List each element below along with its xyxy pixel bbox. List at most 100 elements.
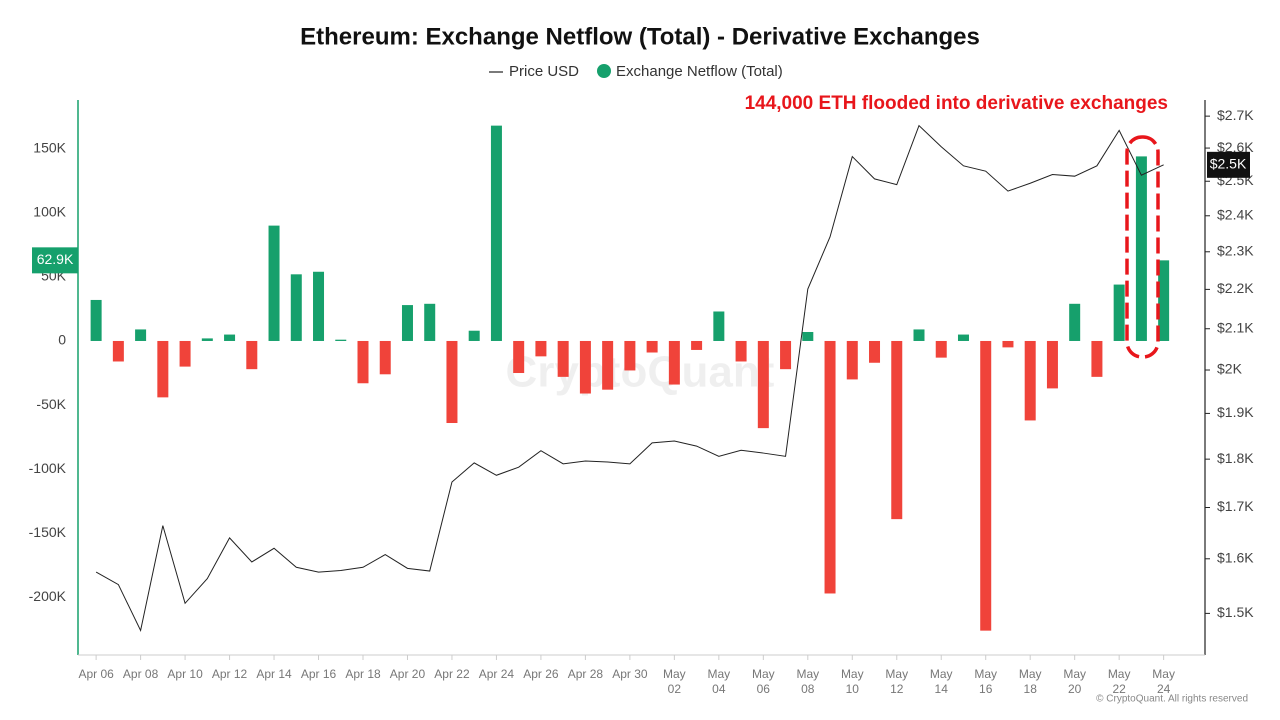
bar: [246, 340, 258, 370]
bar: [891, 340, 903, 520]
y-tick-label: -150K: [29, 524, 67, 540]
value-marker-label: 62.9K: [37, 251, 74, 267]
bar: [980, 340, 992, 631]
bar: [335, 339, 347, 341]
bar: [735, 340, 747, 362]
annotation: 144,000 ETH flooded into derivative exch…: [745, 93, 1168, 114]
bar: [824, 340, 836, 594]
bar: [713, 311, 725, 341]
y2-tick-label: $2.1K: [1217, 319, 1254, 335]
bar: [468, 330, 480, 341]
y-tick-label: -100K: [29, 460, 67, 476]
legend-dot-swatch: [597, 64, 611, 78]
bar: [846, 340, 858, 380]
x-tick-label: May 06: [752, 667, 775, 696]
bar: [668, 340, 680, 385]
bar: [691, 340, 703, 350]
x-tick-label: May 02: [663, 667, 686, 696]
x-tick-label: Apr 24: [479, 667, 515, 681]
bar: [1135, 156, 1147, 341]
x-tick-label: Apr 20: [390, 667, 426, 681]
y-tick-label: 150K: [33, 139, 66, 155]
x-tick-label: May 24: [1152, 667, 1175, 696]
bar: [268, 225, 280, 341]
bar: [446, 340, 458, 424]
bar: [579, 340, 591, 394]
bar: [179, 340, 191, 367]
bar: [157, 340, 169, 398]
bar: [135, 329, 147, 341]
y2-tick-label: $2.6K: [1217, 139, 1254, 155]
legend-label: Price USD: [509, 63, 579, 80]
y-tick-label: -50K: [36, 396, 66, 412]
footer: © CryptoQuant. All rights reserved: [1096, 694, 1248, 705]
bar: [1091, 340, 1103, 377]
x-tick-label: May 14: [930, 667, 953, 696]
bar: [935, 340, 947, 358]
y2-tick-label: $2.4K: [1217, 206, 1254, 222]
x-tick-label: Apr 06: [78, 667, 114, 681]
x-tick-label: Apr 22: [434, 667, 470, 681]
x-tick-label: Apr 18: [345, 667, 381, 681]
y2-tick-label: $2.2K: [1217, 280, 1254, 296]
bar: [913, 329, 925, 341]
bar: [1113, 284, 1125, 341]
watermark: CryptoQuant: [506, 348, 775, 397]
x-tick-label: Apr 28: [568, 667, 604, 681]
x-tick-label: May 12: [885, 667, 908, 696]
bar: [646, 340, 658, 353]
bar: [1046, 340, 1058, 389]
x-tick-label: May 04: [708, 667, 731, 696]
bar: [535, 340, 547, 357]
x-tick-label: May 10: [841, 667, 864, 696]
bar: [780, 340, 792, 370]
x-tick-label: May 16: [974, 667, 997, 696]
bar: [802, 331, 814, 341]
legend-label: Exchange Netflow (Total): [616, 63, 783, 80]
x-tick-label: Apr 12: [212, 667, 248, 681]
bar: [313, 271, 325, 341]
x-tick-label: Apr 26: [523, 667, 559, 681]
bar: [424, 303, 436, 341]
y2-tick-label: $2K: [1217, 361, 1243, 377]
y2-tick-label: $1.8K: [1217, 450, 1254, 466]
bar: [602, 340, 614, 390]
plot-area: -200K-150K-100K-50K050K100K150K$1.5K$1.6…: [29, 107, 1255, 696]
x-tick-label: May 20: [1063, 667, 1086, 696]
x-tick-label: Apr 30: [612, 667, 648, 681]
bar: [112, 340, 124, 362]
x-tick-label: May 18: [1019, 667, 1042, 696]
bar: [401, 305, 413, 341]
legend: Price USD Exchange Netflow (Total): [489, 63, 783, 80]
value-marker: [1207, 151, 1250, 178]
bar: [757, 340, 769, 429]
y2-tick-label: $2.3K: [1217, 242, 1254, 258]
value-marker-label: $2.5K: [1210, 156, 1247, 172]
y-tick-label: -200K: [29, 588, 67, 604]
bar: [201, 338, 213, 341]
bar: [1024, 340, 1036, 421]
value-marker: [32, 247, 78, 274]
x-tick-label: May 22: [1108, 667, 1131, 696]
bar: [379, 340, 391, 375]
y2-tick-label: $1.9K: [1217, 404, 1254, 420]
bar: [490, 125, 502, 341]
x-tick-label: Apr 10: [167, 667, 203, 681]
x-tick-label: May 08: [796, 667, 819, 696]
x-tick-label: Apr 08: [123, 667, 159, 681]
bar: [224, 334, 236, 341]
bar: [957, 334, 969, 341]
bar: [1002, 340, 1014, 348]
bar: [513, 340, 525, 374]
y-tick-label: 0: [58, 332, 66, 348]
y2-tick-label: $1.5K: [1217, 604, 1254, 620]
bar: [1069, 303, 1081, 341]
bar: [869, 340, 881, 363]
y2-tick-label: $2.7K: [1217, 107, 1254, 123]
highlight-box: [1125, 135, 1160, 359]
bar: [1158, 260, 1170, 341]
bar: [90, 299, 102, 341]
bar: [357, 340, 369, 384]
chart-title: Ethereum: Exchange Netflow (Total) - Der…: [300, 23, 980, 50]
x-tick-label: Apr 14: [256, 667, 292, 681]
